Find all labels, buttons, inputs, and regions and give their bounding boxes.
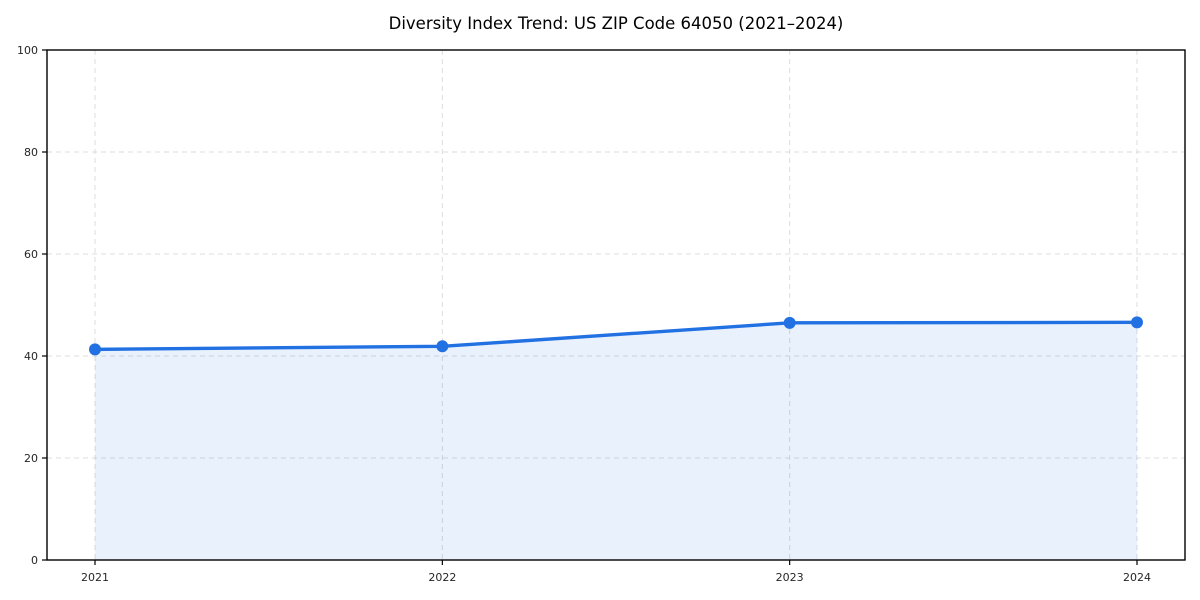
- tick-labels-layer: 0 20 40 60 80 100 2021 2022 2023 2024: [17, 44, 1151, 584]
- x-tick-label: 2023: [776, 571, 804, 584]
- y-tick-label: 80: [24, 146, 38, 159]
- axes-frame-layer: [46, 49, 1186, 561]
- chart-title: Diversity Index Trend: US ZIP Code 64050…: [389, 14, 844, 33]
- trend-line: [93, 320, 1139, 352]
- data-point: [436, 340, 449, 353]
- plot-frame: [46, 49, 1186, 561]
- y-tick-label: 100: [17, 44, 38, 57]
- x-tick-label: 2022: [428, 571, 456, 584]
- x-tick-label: 2021: [81, 571, 109, 584]
- data-point: [1131, 316, 1143, 329]
- area-fill: [95, 322, 1137, 560]
- area-fill-layer: [95, 322, 1137, 560]
- y-tick-label: 20: [24, 452, 38, 465]
- data-point: [783, 316, 796, 329]
- trend-line-layer: [93, 320, 1139, 352]
- data-points-layer: [89, 316, 1143, 356]
- x-tick-label: 2024: [1123, 571, 1151, 584]
- ticks-layer: [42, 49, 1138, 565]
- data-point: [89, 343, 101, 356]
- y-tick-label: 0: [31, 554, 38, 567]
- y-tick-label: 40: [24, 350, 38, 363]
- y-tick-label: 60: [24, 248, 38, 261]
